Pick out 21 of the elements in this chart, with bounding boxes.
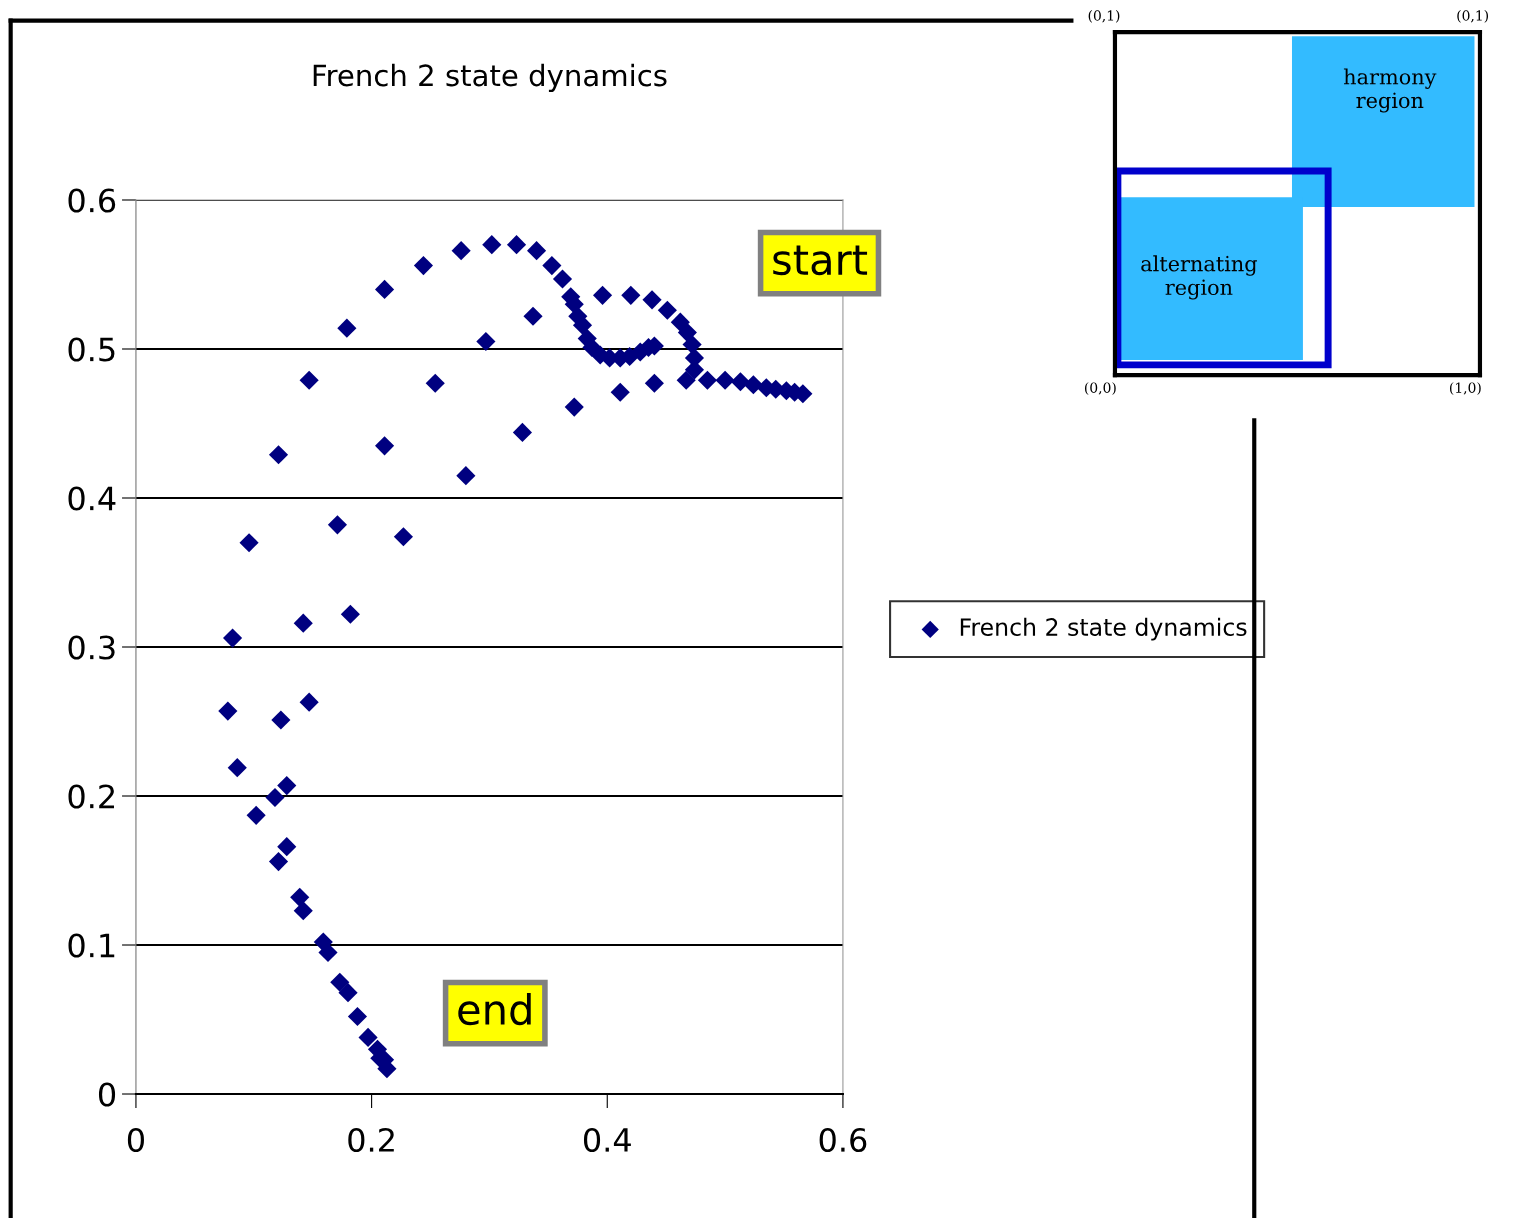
text: (0,1) (1088, 10, 1120, 23)
text: harmony region (1343, 68, 1437, 113)
text: (0,1) (1457, 10, 1489, 23)
x-tick-label: 0.6 (819, 1127, 867, 1153)
y-tick-label: 0.1 (68, 933, 115, 958)
y-tick-label: 0 (98, 1082, 116, 1107)
text: (1,0) (1449, 382, 1481, 395)
annotation: end (458, 992, 531, 1026)
y-tick-label: 0.2 (68, 784, 114, 809)
chart-title: French 2 state dynamics (313, 63, 667, 93)
x-tick-label: 0.4 (583, 1127, 631, 1153)
y-tick-label: 0.4 (68, 486, 116, 511)
x-tick-label: 0 (127, 1127, 144, 1153)
text: alternating region (1141, 255, 1257, 300)
y-tick-label: 0.3 (68, 635, 115, 660)
x-tick-label: 0.2 (348, 1127, 394, 1153)
legend-label: French 2 state dynamics (960, 617, 1247, 641)
text: (0,0) (1084, 382, 1116, 395)
y-tick-label: 0.6 (68, 188, 116, 213)
y-tick-label: 0.5 (68, 337, 115, 362)
annotation: start (773, 245, 868, 276)
